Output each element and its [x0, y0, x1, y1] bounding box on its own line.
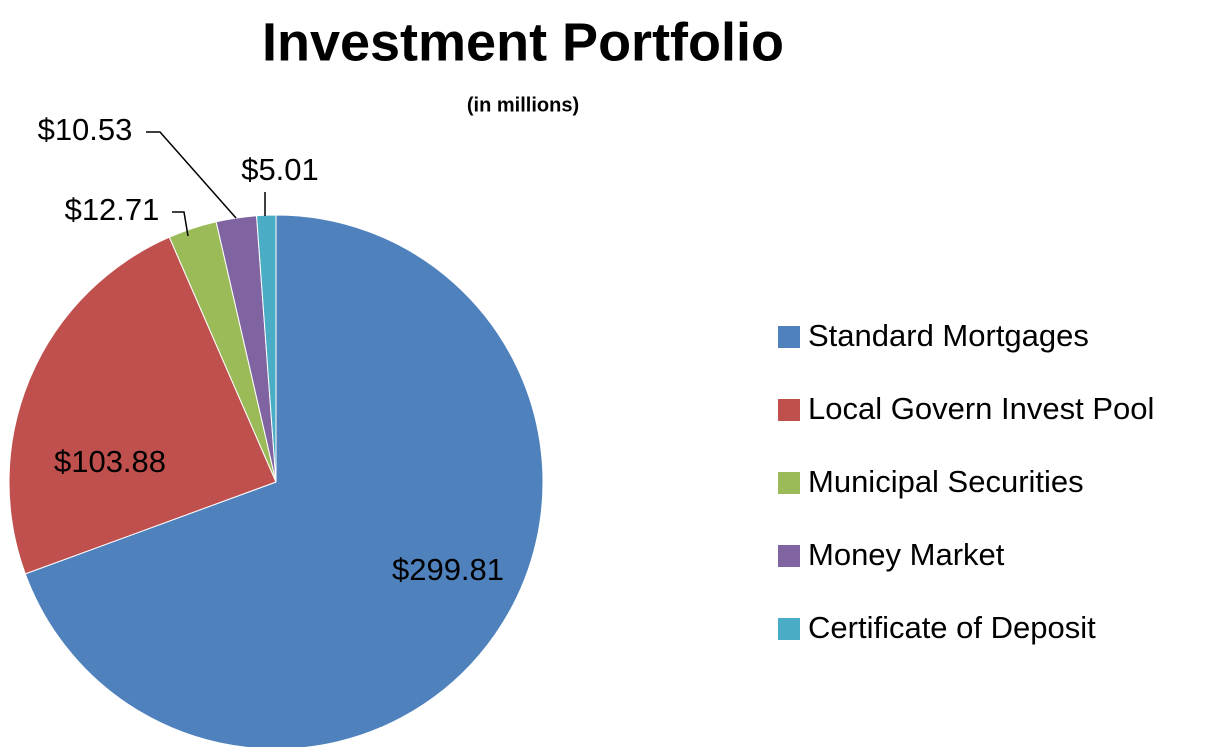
chart-title: Investment Portfolio	[262, 12, 784, 72]
chart-subtitle: (in millions)	[467, 94, 579, 116]
pie-slice	[8, 236, 277, 575]
legend-swatch	[778, 545, 800, 567]
legend-swatch	[778, 399, 800, 421]
data-label: $103.88	[54, 444, 166, 479]
legend-label: Municipal Securities	[808, 464, 1084, 499]
legend-swatch	[778, 326, 800, 348]
legend-swatch	[778, 472, 800, 494]
legend-label: Standard Mortgages	[808, 318, 1089, 353]
legend-label: Local Govern Invest Pool	[808, 391, 1154, 426]
data-label: $5.01	[241, 152, 319, 187]
pie-slice	[24, 214, 544, 747]
data-label: $299.81	[392, 552, 504, 587]
legend-label: Money Market	[808, 537, 1005, 572]
data-label: $12.71	[65, 192, 160, 227]
legend-swatch	[778, 618, 800, 640]
leader-line	[146, 131, 237, 219]
data-label: $10.53	[38, 112, 133, 147]
pie-slice	[256, 214, 277, 483]
leader-line	[172, 211, 189, 237]
legend-label: Certificate of Deposit	[808, 610, 1096, 645]
